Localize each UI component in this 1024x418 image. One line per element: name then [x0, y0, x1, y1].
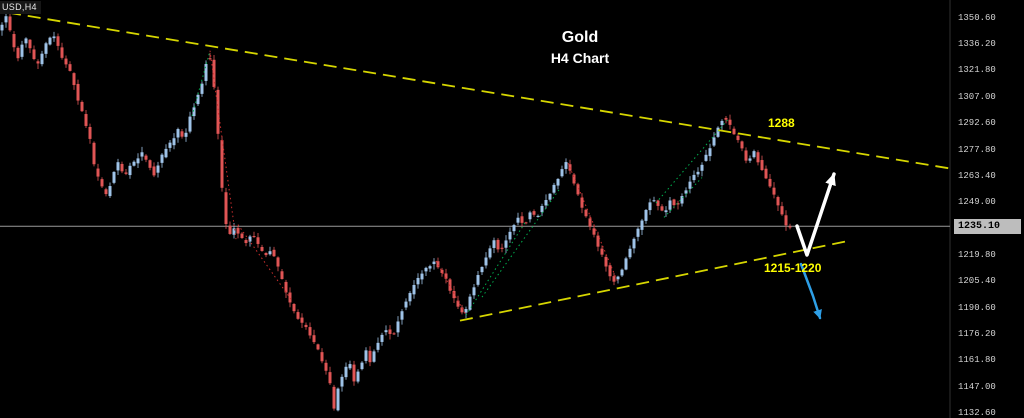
y-axis-tick: 1307.00 — [958, 92, 996, 102]
drawn-arrows — [795, 172, 836, 320]
y-axis-tick: 1336.20 — [958, 39, 996, 49]
y-axis-tick: 1321.80 — [958, 65, 996, 75]
breakdown-down-arrow — [799, 262, 822, 320]
y-axis-tick: 1132.60 — [958, 408, 996, 418]
chart-subtitle: H4 Chart — [550, 49, 610, 66]
trendline-ascending-support — [459, 240, 849, 322]
y-axis-tick: 1147.00 — [958, 382, 996, 392]
y-axis-tick: 1219.80 — [958, 250, 996, 260]
resistance-level-label: 1288 — [768, 116, 795, 130]
trendlines — [7, 11, 951, 322]
y-axis-tick: 1249.00 — [958, 197, 996, 207]
y-axis-tick: 1292.60 — [958, 118, 996, 128]
y-axis: 1350.60 1336.20 1321.80 1307.00 1292.60 1277.… — [958, 13, 996, 418]
y-axis-tick: 1263.40 — [958, 171, 996, 181]
y-axis-tick: 1161.80 — [958, 355, 996, 365]
y-axis-tick: 1205.40 — [958, 276, 996, 286]
support-zone-label: 1215-1220 — [764, 261, 822, 275]
y-axis-tick: 1176.20 — [958, 329, 996, 339]
candles — [0, 11, 792, 412]
zigzag-indicator-lines — [191, 50, 729, 316]
projection-up-arrow — [795, 172, 836, 257]
current-price-tag: 1235.10 — [954, 219, 1021, 235]
y-axis-tick: 1277.80 — [958, 145, 996, 155]
symbol-timeframe-label: USD,H4 — [0, 1, 41, 14]
chart-title: Gold — [561, 29, 599, 46]
y-axis-tick: 1190.60 — [958, 303, 996, 313]
y-axis-tick: 1350.60 — [958, 13, 996, 23]
chart-title-block: Gold H4 Chart — [495, 27, 665, 67]
